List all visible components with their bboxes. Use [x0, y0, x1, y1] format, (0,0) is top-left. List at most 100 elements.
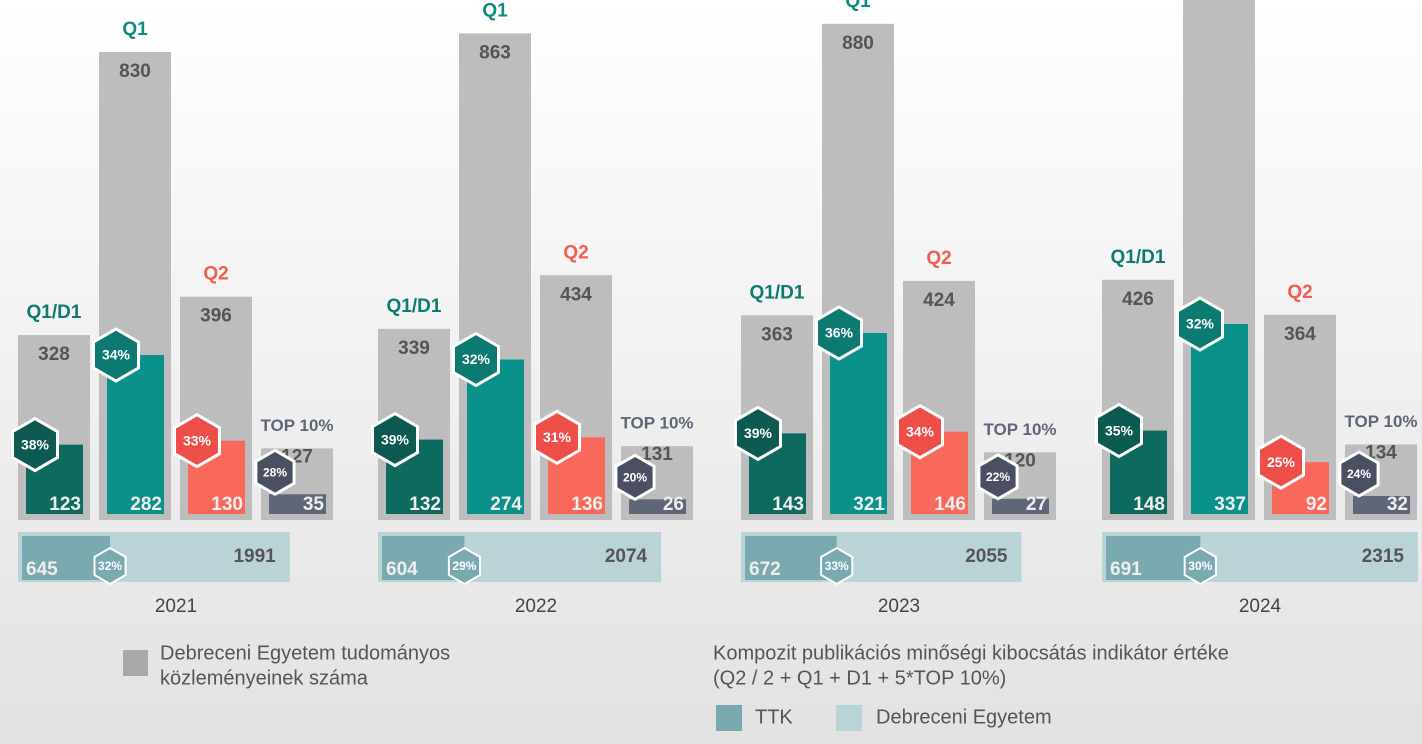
share-hexagon [452, 331, 500, 388]
ttk-bar [992, 498, 1049, 514]
total-value: 131 [641, 444, 673, 465]
composite-ttk-value: 691 [1110, 559, 1142, 580]
share-label: 32% [1186, 316, 1215, 332]
composite-share-hexagon [447, 546, 481, 586]
share-label: 31% [543, 429, 572, 445]
share-label: 22% [986, 470, 1010, 484]
composite-total-value: 2055 [965, 546, 1008, 567]
year-label: 2024 [1239, 596, 1282, 617]
legend-label: (Q2 / 2 + Q1 + D1 + 5*TOP 10%) [713, 667, 1006, 689]
share-hexagon [734, 405, 782, 462]
legend-label: Kompozit publikációs minőségi kibocsátás… [713, 642, 1229, 664]
share-hexagon [1095, 402, 1143, 459]
composite-share-hexagon [1183, 546, 1217, 586]
legend-label: Debreceni Egyetem [876, 706, 1052, 728]
composite-total-value: 1991 [233, 546, 276, 567]
share-hexagon [1176, 296, 1224, 352]
total-value: 363 [761, 324, 793, 345]
category-label: Q2 [563, 242, 588, 263]
ttk-bar [269, 494, 326, 514]
year-label: 2023 [878, 596, 920, 617]
year-label: 2021 [155, 596, 197, 617]
category-label: Q1 [845, 0, 871, 12]
category-label: Q1 [482, 0, 508, 21]
category-label: Q1/D1 [1111, 247, 1166, 268]
category-label: Q1/D1 [27, 302, 82, 323]
share-hexagon [173, 412, 221, 469]
legend-swatch [836, 705, 862, 731]
ttk-value: 143 [772, 494, 804, 515]
share-label: 25% [1267, 454, 1296, 470]
category-label: TOP 10% [1344, 412, 1417, 431]
share-label: 36% [825, 325, 854, 341]
ttk-value: 321 [853, 494, 885, 515]
total-value: 880 [842, 33, 874, 54]
share-label: 34% [906, 423, 935, 439]
share-hexagon [533, 409, 581, 466]
ttk-value: 35 [303, 494, 325, 515]
total-value: 339 [398, 338, 430, 359]
composite-ttk-value: 672 [749, 559, 781, 580]
ttk-value: 274 [490, 494, 522, 515]
total-value: 134 [1365, 442, 1397, 463]
category-label: Q1/D1 [387, 296, 442, 317]
share-label: 34% [102, 347, 131, 363]
total-value: 396 [200, 306, 232, 327]
category-label: Q1 [122, 19, 148, 40]
share-hexagon [815, 305, 863, 361]
category-label: TOP 10% [260, 416, 333, 435]
share-hexagon [254, 448, 296, 497]
share-hexagon [371, 411, 419, 468]
ttk-value: 146 [934, 494, 966, 515]
total-value: 364 [1284, 324, 1316, 345]
ttk-value: 32 [1387, 494, 1408, 515]
ttk-bar [629, 499, 686, 514]
ttk-value: 282 [130, 494, 162, 515]
share-label: 35% [1105, 422, 1134, 438]
ttk-value: 26 [663, 494, 684, 515]
share-hexagon [92, 327, 140, 383]
composite-share-label: 33% [825, 559, 849, 573]
share-label: 32% [462, 351, 491, 367]
ttk-value: 92 [1306, 494, 1327, 515]
category-label: Q2 [203, 264, 228, 285]
category-label: Q2 [1287, 282, 1312, 303]
composite-total-value: 2074 [605, 546, 648, 567]
composite-ttk-value: 645 [26, 559, 58, 580]
category-label: TOP 10% [983, 420, 1056, 439]
ttk-value: 337 [1214, 494, 1246, 515]
total-value: 426 [1122, 289, 1154, 310]
total-value: 434 [560, 284, 592, 305]
total-value: 830 [119, 61, 151, 82]
composite-share-label: 32% [98, 559, 122, 573]
ttk-value: 132 [409, 494, 441, 515]
ttk-bar [1191, 323, 1248, 514]
share-label: 28% [263, 465, 287, 479]
total-value: 328 [38, 344, 70, 365]
category-label: TOP 10% [620, 414, 693, 433]
total-value: 863 [479, 42, 511, 63]
total-value: 424 [923, 290, 955, 311]
ttk-value: 123 [49, 494, 81, 515]
share-label: 24% [1347, 467, 1371, 481]
legend-label: TTK [755, 706, 793, 728]
share-label: 20% [623, 471, 647, 485]
share-hexagon [896, 403, 944, 460]
category-label: Q2 [926, 248, 951, 269]
year-label: 2022 [515, 596, 557, 617]
composite-share-label: 30% [1188, 559, 1212, 573]
ttk-bar [830, 333, 887, 514]
share-hexagon [11, 416, 59, 473]
share-hexagon [1257, 434, 1305, 490]
legend-swatch [123, 650, 148, 676]
legend-label: Debreceni Egyetem tudományos [160, 642, 450, 664]
composite-share-hexagon [93, 546, 127, 586]
category-label: Q1/D1 [750, 282, 805, 303]
share-label: 39% [381, 431, 410, 447]
ttk-value: 148 [1133, 494, 1165, 515]
share-label: 33% [183, 432, 212, 448]
share-label: 39% [744, 425, 773, 441]
ttk-value: 27 [1026, 494, 1047, 515]
share-hexagon [977, 453, 1019, 501]
